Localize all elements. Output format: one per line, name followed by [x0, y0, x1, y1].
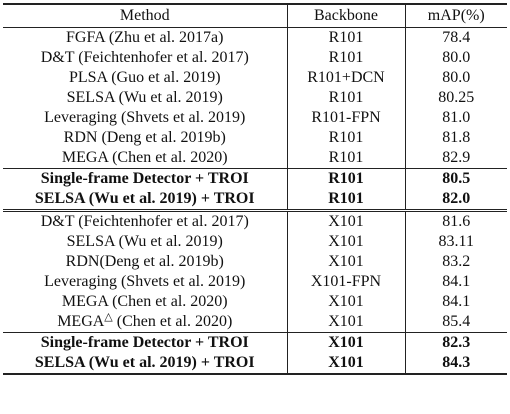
map-cell: 80.25: [404, 88, 507, 108]
backbone-cell: R101: [286, 128, 405, 148]
backbone-cell: R101-FPN: [286, 108, 405, 128]
map-cell: 80.5: [404, 168, 507, 189]
header-backbone: Backbone: [286, 4, 405, 28]
map-cell: 80.0: [404, 48, 507, 68]
method-cell: MEGA (Chen et al. 2020): [61, 293, 228, 310]
method-cell: SELSA (Wu et al. 2019): [66, 89, 223, 106]
method-cell: D&T (Feichtenhofer et al. 2017): [3, 209, 287, 232]
backbone-cell: R101: [286, 148, 405, 169]
backbone-cell: R101: [286, 27, 405, 48]
method-cell: SELSA (Wu et al. 2019): [66, 233, 223, 250]
backbone-cell: R101: [286, 48, 405, 68]
table-row: MEGA (Chen et al. 2020) R101 82.9: [3, 148, 507, 169]
method-cell: PLSA (Guo et al. 2019): [68, 69, 221, 86]
map-cell: 78.4: [404, 27, 507, 48]
map-cell: 83.2: [404, 252, 507, 272]
header-row: Method Backbone mAP(%): [3, 4, 507, 28]
method-cell: SELSA (Wu et al. 2019) + TROI: [34, 354, 255, 371]
map-cell: 82.0: [404, 189, 507, 211]
backbone-cell: R101: [286, 168, 405, 189]
map-cell: 84.3: [404, 353, 507, 374]
backbone-cell: X101: [286, 312, 405, 333]
method-cell: SELSA (Wu et al. 2019) + TROI: [34, 190, 255, 207]
method-cell: FGFA (Zhu et al. 2017a): [66, 29, 224, 46]
table-row: SELSA (Wu et al. 2019) R101 80.25: [3, 88, 507, 108]
table-row: FGFA (Zhu et al. 2017a) R101 78.4: [3, 27, 507, 48]
method-cell: MEGA (Chen et al. 2020): [61, 149, 228, 166]
backbone-cell: R101: [286, 189, 405, 211]
table-row-ours: Single-frame Detector + TROI R101 80.5: [3, 168, 507, 189]
table-row: RDN (Deng et al. 2019b) R101 81.8: [3, 128, 507, 148]
header-method: Method: [3, 4, 287, 28]
header-map: mAP(%): [404, 4, 507, 28]
method-cell: Single-frame Detector + TROI: [3, 168, 287, 189]
method-cell: Single-frame Detector + TROI: [3, 332, 287, 353]
table-row: Leveraging (Shvets et al. 2019) R101-FPN…: [3, 108, 507, 128]
map-cell: 82.3: [404, 332, 507, 353]
map-cell: 80.0: [404, 68, 507, 88]
backbone-cell: X101: [286, 332, 405, 353]
table-row: MEGA (Chen et al. 2020) X101 84.1: [3, 292, 507, 312]
method-cell: MEGA△ (Chen et al. 2020): [3, 312, 287, 333]
method-cell: RDN (Deng et al. 2019b): [63, 129, 226, 146]
backbone-cell: X101: [286, 353, 405, 374]
map-cell: 82.9: [404, 148, 507, 169]
method-cell: D&T (Feichtenhofer et al. 2017): [40, 49, 249, 66]
table-row: PLSA (Guo et al. 2019) R101+DCN 80.0: [3, 68, 507, 88]
table-row: Leveraging (Shvets et al. 2019) X101-FPN…: [3, 272, 507, 292]
table-row-ours: Single-frame Detector + TROI X101 82.3: [3, 332, 507, 353]
table-row: D&T (Feichtenhofer et al. 2017) R101 80.…: [3, 48, 507, 68]
map-cell: 84.1: [404, 292, 507, 312]
map-cell: 81.6: [404, 209, 507, 232]
map-cell: 81.8: [404, 128, 507, 148]
table-row: D&T (Feichtenhofer et al. 2017) X101 81.…: [3, 209, 507, 232]
table-row-ours: SELSA (Wu et al. 2019) + TROI R101 82.0: [3, 189, 507, 211]
map-cell: 84.1: [404, 272, 507, 292]
results-table: Method Backbone mAP(%) FGFA (Zhu et al. …: [3, 3, 507, 375]
backbone-cell: X101: [286, 292, 405, 312]
method-name: MEGA: [57, 313, 105, 330]
method-cell: Leveraging (Shvets et al. 2019): [44, 273, 246, 290]
triangle-mark: △: [104, 311, 113, 323]
backbone-cell: X101: [286, 232, 405, 252]
map-cell: 83.11: [404, 232, 507, 252]
map-cell: 81.0: [404, 108, 507, 128]
method-citation: (Chen et al. 2020): [116, 313, 233, 330]
method-cell: RDN(Deng et al. 2019b): [65, 253, 224, 270]
backbone-cell: R101+DCN: [286, 68, 405, 88]
backbone-cell: X101: [286, 252, 405, 272]
backbone-cell: X101-FPN: [286, 272, 405, 292]
backbone-cell: R101: [286, 88, 405, 108]
table-row: MEGA△ (Chen et al. 2020) X101 85.4: [3, 312, 507, 333]
table-row: SELSA (Wu et al. 2019) X101 83.11: [3, 232, 507, 252]
method-cell: Leveraging (Shvets et al. 2019): [44, 109, 246, 126]
backbone-cell: X101: [286, 209, 405, 232]
table-row-ours: SELSA (Wu et al. 2019) + TROI X101 84.3: [3, 353, 507, 374]
map-cell: 85.4: [404, 312, 507, 333]
table-row: RDN(Deng et al. 2019b) X101 83.2: [3, 252, 507, 272]
